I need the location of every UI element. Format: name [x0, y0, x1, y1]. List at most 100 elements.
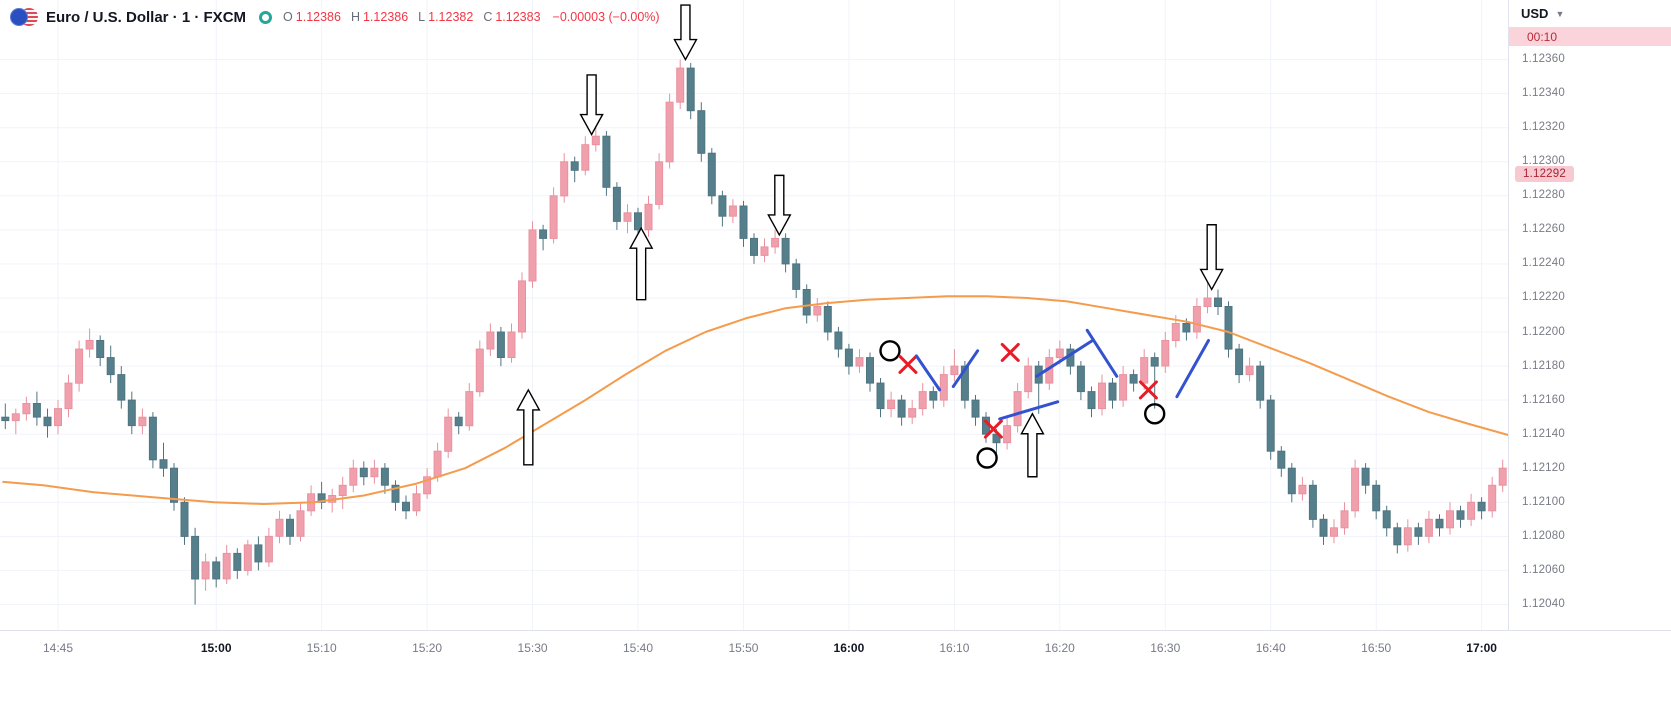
candle: [1287, 463, 1296, 503]
up-arrow-annotation[interactable]: [628, 226, 654, 301]
trend-line-annotation[interactable]: [1085, 328, 1119, 378]
candle: [370, 459, 379, 484]
candle: [212, 556, 221, 588]
x-mark-annotation[interactable]: [898, 354, 918, 374]
candlestick-chart[interactable]: [0, 0, 1508, 630]
eu-flag-icon: [10, 8, 28, 26]
candle: [201, 553, 210, 591]
candle: [760, 238, 769, 263]
candle: [539, 224, 548, 251]
currency-dropdown[interactable]: USD ▼: [1509, 0, 1671, 27]
candle: [549, 187, 558, 244]
price-axis-label: 1.12280: [1522, 189, 1565, 202]
candle: [85, 328, 94, 358]
candle: [180, 497, 189, 545]
ohlc-high: H 1.12386: [351, 10, 408, 24]
candle: [1256, 361, 1265, 409]
candle: [771, 229, 780, 254]
candle: [1403, 519, 1412, 552]
x-mark-annotation[interactable]: [1000, 342, 1020, 362]
candle: [887, 391, 896, 418]
candle: [1108, 378, 1117, 409]
candle: [1140, 349, 1149, 390]
candle: [1066, 343, 1075, 375]
candle: [286, 514, 294, 545]
trend-line-annotation[interactable]: [998, 400, 1060, 421]
candle: [106, 345, 115, 384]
candle: [1, 403, 10, 430]
time-axis-label: 15:50: [728, 641, 759, 655]
x-mark-annotation[interactable]: [1138, 380, 1158, 400]
price-axis-label: 1.12120: [1522, 461, 1565, 474]
time-axis[interactable]: 14:45 15:00 15:10 15:20 15:30 15:40 15:50 16:00…: [0, 630, 1671, 710]
moving-average-line[interactable]: [2, 295, 1508, 505]
candle: [623, 204, 632, 234]
circle-annotation[interactable]: [1143, 403, 1166, 425]
time-axis-label: 15:00: [200, 641, 232, 655]
candle: [1214, 289, 1222, 315]
candle: [908, 400, 917, 424]
chart-plot-area[interactable]: Euro / U.S. Dollar · 1 · FXCM O 1.12386 …: [0, 0, 1508, 630]
candle: [11, 408, 20, 435]
price-axis-label: 1.12040: [1522, 597, 1565, 610]
price-axis[interactable]: USD ▼ 00:10 1.12360 1.12340 1.12320 1.12300…: [1508, 0, 1671, 710]
candle: [855, 349, 864, 373]
candle: [750, 233, 758, 264]
ohlc-open-label: O: [283, 10, 293, 24]
candle: [1024, 357, 1033, 399]
candle: [697, 102, 706, 162]
candle: [465, 383, 474, 431]
candle: [1393, 522, 1402, 554]
candle: [1003, 417, 1012, 450]
ohlc-high-value: 1.12386: [362, 10, 409, 24]
currency-label: USD: [1521, 6, 1549, 21]
price-axis-label: 1.12340: [1522, 87, 1565, 100]
x-mark-annotation[interactable]: [983, 419, 1003, 439]
trend-line-annotation[interactable]: [1035, 339, 1094, 378]
candle: [939, 366, 948, 407]
up-arrow-annotation[interactable]: [516, 388, 541, 466]
candle: [1245, 357, 1254, 382]
symbol-title[interactable]: Euro / U.S. Dollar · 1 · FXCM: [46, 8, 247, 26]
candle: [1372, 480, 1381, 520]
ohlc-close-value: 1.12383: [495, 10, 541, 24]
down-arrow-annotation[interactable]: [673, 4, 698, 62]
candle: [1424, 510, 1433, 544]
candle: [802, 284, 811, 324]
down-arrow-annotation[interactable]: [1199, 224, 1224, 291]
candle: [338, 476, 347, 510]
candle: [591, 127, 600, 152]
candle: [739, 200, 748, 247]
candle: [528, 221, 537, 288]
candle: [317, 481, 326, 510]
candle: [191, 527, 200, 605]
candle: [307, 485, 316, 516]
candle: [1161, 332, 1170, 373]
price-axis-label: 1.12360: [1522, 53, 1565, 66]
ohlc-low-value: 1.12382: [428, 10, 474, 24]
down-arrow-annotation[interactable]: [767, 174, 792, 237]
candle: [148, 412, 157, 469]
up-arrow-annotation[interactable]: [1020, 412, 1045, 478]
candle: [1340, 502, 1349, 535]
trend-line-annotation[interactable]: [951, 349, 980, 388]
price-axis-label: 1.12060: [1522, 563, 1565, 576]
down-arrow-annotation[interactable]: [579, 74, 604, 136]
candle: [1488, 476, 1497, 518]
candle: [929, 386, 938, 409]
candle: [1435, 514, 1444, 537]
trend-line-annotation[interactable]: [914, 354, 942, 392]
candle: [1129, 369, 1138, 392]
series-marker-icon: [259, 10, 273, 24]
candle: [876, 378, 885, 418]
candle: [1224, 301, 1233, 358]
trend-line-annotation[interactable]: [1175, 339, 1210, 399]
candle: [1203, 280, 1212, 314]
candle: [402, 495, 410, 520]
candle: [1087, 386, 1096, 418]
candle: [380, 463, 389, 494]
circle-annotation[interactable]: [976, 447, 998, 469]
price-axis-label: 1.12220: [1522, 291, 1565, 304]
circle-annotation[interactable]: [879, 340, 901, 362]
time-axis-label: 16:00: [833, 641, 865, 655]
